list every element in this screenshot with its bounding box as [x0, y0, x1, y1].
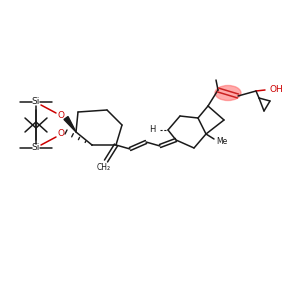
Text: OH: OH	[270, 85, 284, 94]
Ellipse shape	[215, 85, 241, 100]
Text: H: H	[150, 125, 156, 134]
Text: O: O	[58, 112, 64, 121]
Text: CH₂: CH₂	[97, 163, 111, 172]
Text: Me: Me	[216, 136, 227, 146]
Text: Si: Si	[32, 98, 40, 106]
Text: Si: Si	[32, 143, 40, 152]
Polygon shape	[64, 116, 76, 132]
Text: O: O	[58, 130, 64, 139]
